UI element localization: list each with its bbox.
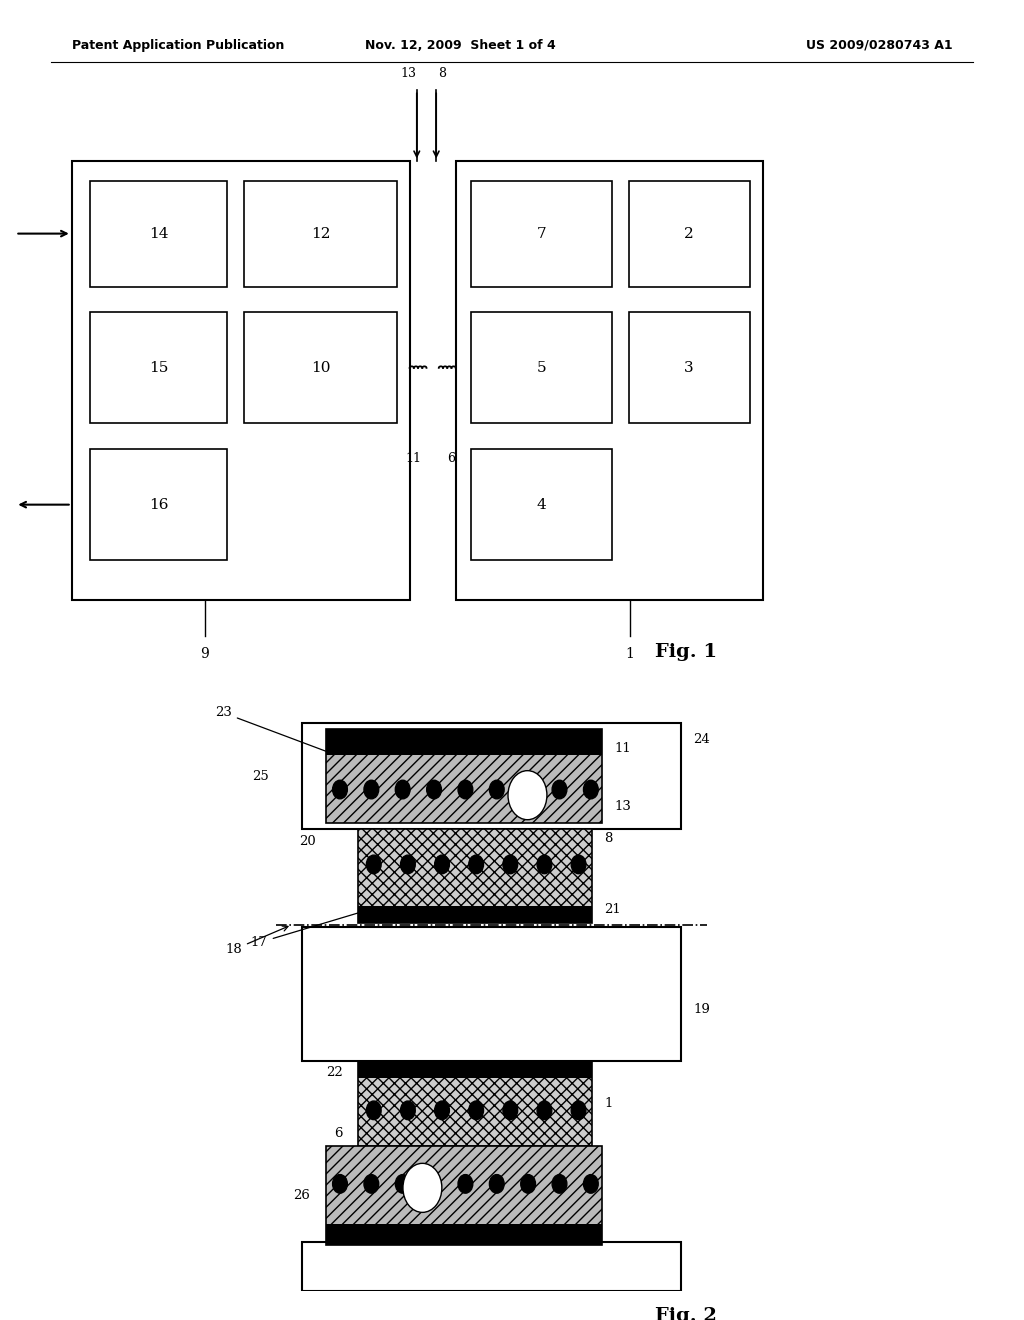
Circle shape <box>400 1101 416 1119</box>
Bar <box>302 723 681 829</box>
Text: 2: 2 <box>684 227 694 240</box>
Text: 6: 6 <box>447 451 456 465</box>
Text: 22: 22 <box>327 1067 343 1078</box>
Text: 25: 25 <box>253 770 269 783</box>
Text: 9: 9 <box>201 647 209 660</box>
Text: 3: 3 <box>684 360 694 375</box>
Circle shape <box>367 1101 381 1119</box>
Bar <box>244 181 397 286</box>
Circle shape <box>584 1175 598 1193</box>
Text: 8: 8 <box>438 67 446 81</box>
Text: 4: 4 <box>537 498 547 512</box>
Bar <box>302 927 681 1061</box>
Circle shape <box>508 771 547 820</box>
Text: 8: 8 <box>604 833 612 846</box>
Text: US 2009/0280743 A1: US 2009/0280743 A1 <box>806 38 952 51</box>
Text: 7: 7 <box>537 227 547 240</box>
Circle shape <box>521 1175 536 1193</box>
Text: 19: 19 <box>693 1003 710 1016</box>
Bar <box>471 313 612 424</box>
Circle shape <box>400 855 416 874</box>
Text: 1: 1 <box>626 647 634 660</box>
Circle shape <box>537 855 552 874</box>
Bar <box>629 313 750 424</box>
Bar <box>244 313 397 424</box>
Text: 18: 18 <box>225 927 288 956</box>
Circle shape <box>571 855 586 874</box>
Text: 11: 11 <box>614 742 631 755</box>
Bar <box>90 181 227 286</box>
Text: 16: 16 <box>148 498 169 512</box>
Bar <box>358 1061 592 1146</box>
Bar <box>326 1146 602 1246</box>
Bar <box>456 161 763 601</box>
Circle shape <box>395 780 410 799</box>
Circle shape <box>333 780 347 799</box>
Circle shape <box>571 1101 586 1119</box>
Text: 23: 23 <box>215 706 349 760</box>
Bar <box>72 161 410 601</box>
Text: 13: 13 <box>614 800 631 813</box>
Circle shape <box>503 1101 518 1119</box>
Bar <box>358 906 592 923</box>
Text: Fig. 1: Fig. 1 <box>655 643 717 661</box>
Bar <box>90 313 227 424</box>
Text: 15: 15 <box>150 360 168 375</box>
Text: 12: 12 <box>310 227 331 240</box>
Text: 1: 1 <box>604 1097 612 1110</box>
Circle shape <box>458 780 473 799</box>
Circle shape <box>333 1175 347 1193</box>
Text: Patent Application Publication: Patent Application Publication <box>72 38 284 51</box>
Text: 20: 20 <box>299 836 315 847</box>
Bar <box>471 181 612 286</box>
Circle shape <box>489 1175 504 1193</box>
Circle shape <box>584 780 598 799</box>
Text: 26: 26 <box>294 1189 310 1203</box>
Circle shape <box>469 1101 483 1119</box>
Text: 10: 10 <box>310 360 331 375</box>
Circle shape <box>521 780 536 799</box>
Text: 11: 11 <box>406 451 422 465</box>
Circle shape <box>364 1175 379 1193</box>
Bar <box>326 729 602 824</box>
Text: 5: 5 <box>537 360 547 375</box>
Circle shape <box>469 855 483 874</box>
Circle shape <box>552 780 567 799</box>
Text: Nov. 12, 2009  Sheet 1 of 4: Nov. 12, 2009 Sheet 1 of 4 <box>366 38 556 51</box>
Text: 14: 14 <box>148 227 169 240</box>
Circle shape <box>402 1163 442 1212</box>
Circle shape <box>434 1101 450 1119</box>
Bar <box>471 449 612 560</box>
Bar <box>326 1224 602 1246</box>
Text: 17: 17 <box>251 908 373 949</box>
Text: Fig. 2: Fig. 2 <box>655 1308 717 1320</box>
Circle shape <box>427 780 441 799</box>
Bar <box>326 729 602 755</box>
Circle shape <box>489 780 504 799</box>
Bar <box>302 1242 681 1291</box>
Bar <box>358 829 592 923</box>
Text: 21: 21 <box>604 903 621 916</box>
Text: 13: 13 <box>400 67 417 81</box>
Circle shape <box>458 1175 473 1193</box>
Circle shape <box>434 855 450 874</box>
Text: 6: 6 <box>335 1127 343 1139</box>
Circle shape <box>367 855 381 874</box>
Circle shape <box>552 1175 567 1193</box>
Circle shape <box>395 1175 410 1193</box>
Bar <box>358 1061 592 1077</box>
Bar <box>90 449 227 560</box>
Text: 24: 24 <box>693 733 710 746</box>
Bar <box>629 181 750 286</box>
Circle shape <box>503 855 518 874</box>
Circle shape <box>427 1175 441 1193</box>
Circle shape <box>537 1101 552 1119</box>
Circle shape <box>364 780 379 799</box>
